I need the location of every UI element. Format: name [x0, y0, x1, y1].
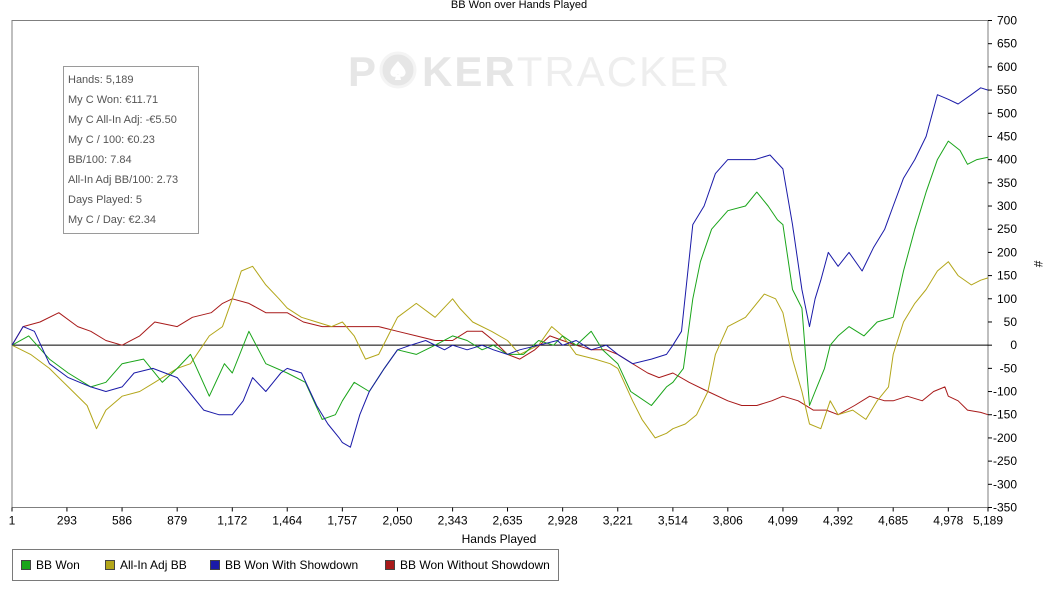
legend-item-bb-won-without-showdown[interactable]: BB Won Without Showdown: [385, 558, 550, 572]
x-tick-label: 1: [9, 514, 16, 528]
y-tick-label: 50: [1004, 315, 1018, 329]
x-tick-label: 1,172: [217, 514, 247, 528]
y-tick-label: -150: [993, 408, 1017, 422]
stat-days-played: Days Played: 5: [68, 194, 142, 206]
y-tick-label: 700: [997, 14, 1017, 28]
y-axis-title: #: [1031, 261, 1045, 268]
x-tick-label: 2,635: [493, 514, 523, 528]
y-tick-label: 550: [997, 83, 1017, 97]
y-tick-label: 400: [997, 153, 1017, 167]
x-tick-label: 2,343: [438, 514, 468, 528]
legend-label-bb-won-with-showdown: BB Won With Showdown: [225, 558, 359, 572]
y-tick-label: -200: [993, 431, 1017, 445]
stat-all-in-adj-bb-per-100: All-In Adj BB/100: 2.73: [68, 174, 179, 186]
chart-legend: BB Won All-In Adj BB BB Won With Showdow…: [12, 549, 559, 581]
y-tick-label: 450: [997, 129, 1017, 143]
chart-title: BB Won over Hands Played: [451, 0, 587, 11]
stat-hands: Hands: 5,189: [68, 74, 134, 86]
y-tick-label: 150: [997, 269, 1017, 283]
watermark-text-tracker: TRACKER: [517, 48, 732, 95]
x-tick-label: 3,806: [713, 514, 743, 528]
stat-my-c-per-day: My C / Day: €2.34: [68, 214, 157, 226]
x-tick-label: 2,050: [382, 514, 412, 528]
y-axis: -350 -300 -250 -200 -150 -100 -50 0 50 100 150 200 2…: [988, 14, 1017, 515]
x-tick-label: 5,189: [973, 514, 1003, 528]
x-tick-label: 879: [167, 514, 187, 528]
y-tick-label: -350: [993, 501, 1017, 515]
y-tick-label: 350: [997, 176, 1017, 190]
watermark-logo: P KERTRACKER: [348, 48, 731, 95]
legend-label-bb-won-without-showdown: BB Won Without Showdown: [400, 558, 550, 572]
x-tick-label: 3,221: [603, 514, 633, 528]
y-tick-label: -100: [993, 385, 1017, 399]
series-line-bb-won-without-showdown: [11, 298, 989, 416]
watermark-text-ker: KER: [422, 48, 517, 95]
x-axis-title: Hands Played: [462, 532, 537, 546]
legend-label-all-in-adj-bb: All-In Adj BB: [120, 558, 187, 572]
spade-chip-icon: [379, 51, 417, 89]
y-tick-label: 100: [997, 292, 1017, 306]
stat-my-c-won: My C Won: €11.71: [68, 94, 159, 106]
x-tick-label: 3,514: [658, 514, 688, 528]
stats-summary-box: Hands: 5,189 My C Won: €11.71 My C All-I…: [63, 66, 199, 234]
y-tick-label: 500: [997, 106, 1017, 120]
x-tick-label: 1,757: [327, 514, 357, 528]
legend-swatch-bb-won: [21, 560, 31, 570]
legend-swatch-bb-won-with-showdown: [210, 560, 220, 570]
x-tick-label: 4,978: [933, 514, 963, 528]
y-tick-label: 650: [997, 37, 1017, 51]
legend-item-bb-won-with-showdown[interactable]: BB Won With Showdown: [210, 558, 358, 572]
y-tick-label: 600: [997, 60, 1017, 74]
x-tick-label: 586: [112, 514, 132, 528]
series-line-bb-won: [11, 140, 989, 420]
y-tick-label: -50: [1000, 361, 1018, 375]
y-tick-label: 0: [1010, 338, 1017, 352]
legend-item-all-in-adj-bb[interactable]: All-In Adj BB: [105, 558, 187, 572]
stat-my-c-per-100: My C / 100: €0.23: [68, 134, 155, 146]
x-tick-label: 293: [57, 514, 77, 528]
legend-item-bb-won[interactable]: BB Won: [21, 558, 80, 572]
x-tick-label: 1,464: [272, 514, 302, 528]
y-tick-label: 200: [997, 245, 1017, 259]
legend-swatch-bb-won-without-showdown: [385, 560, 395, 570]
y-tick-label: -300: [993, 477, 1017, 491]
series-lines: [11, 87, 989, 448]
stat-my-c-all-in-adj: My C All-In Adj: -€5.50: [68, 114, 177, 126]
series-line-bb-won-with-showdown: [11, 87, 989, 448]
y-tick-label: 250: [997, 222, 1017, 236]
series-line-all-in-adj-bb: [11, 261, 989, 439]
x-axis: 1 293 586 879 1,172 1,464 1,757 2,050 2,343 2,635…: [9, 507, 1003, 528]
legend-swatch-all-in-adj-bb: [105, 560, 115, 570]
watermark-text-p: P: [348, 48, 378, 95]
legend-label-bb-won: BB Won: [36, 558, 80, 572]
y-tick-label: -250: [993, 454, 1017, 468]
x-tick-label: 4,685: [878, 514, 908, 528]
stat-bb-per-100: BB/100: 7.84: [68, 154, 132, 166]
plot-area-frame: [11, 20, 989, 508]
x-tick-label: 2,928: [548, 514, 578, 528]
x-tick-label: 4,392: [823, 514, 853, 528]
x-tick-label: 4,099: [768, 514, 798, 528]
y-tick-label: 300: [997, 199, 1017, 213]
